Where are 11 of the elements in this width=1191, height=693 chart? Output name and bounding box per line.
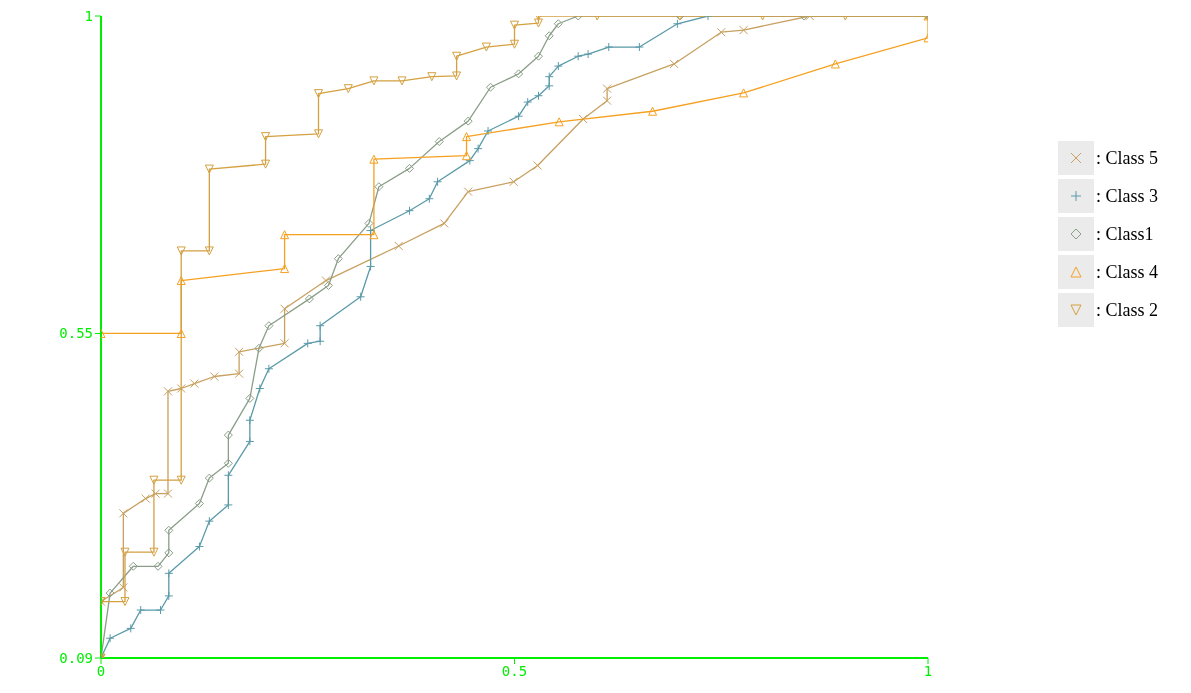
y-tick-label: 1 <box>84 7 93 24</box>
x-tick-label: 0 <box>96 662 106 679</box>
y-tick-label: 0.55 <box>59 325 93 342</box>
legend-label: : Class 3 <box>1096 185 1159 207</box>
x-tick-label: 0.5 <box>501 662 528 679</box>
legend-label: : Class 2 <box>1096 299 1159 321</box>
legend-label: : Class1 <box>1096 223 1154 245</box>
legend-label: : Class 5 <box>1096 147 1159 169</box>
legend-label: : Class 4 <box>1096 261 1159 283</box>
y-tick-label: 0.09 <box>59 649 93 666</box>
x-tick-label: 1 <box>923 662 933 679</box>
